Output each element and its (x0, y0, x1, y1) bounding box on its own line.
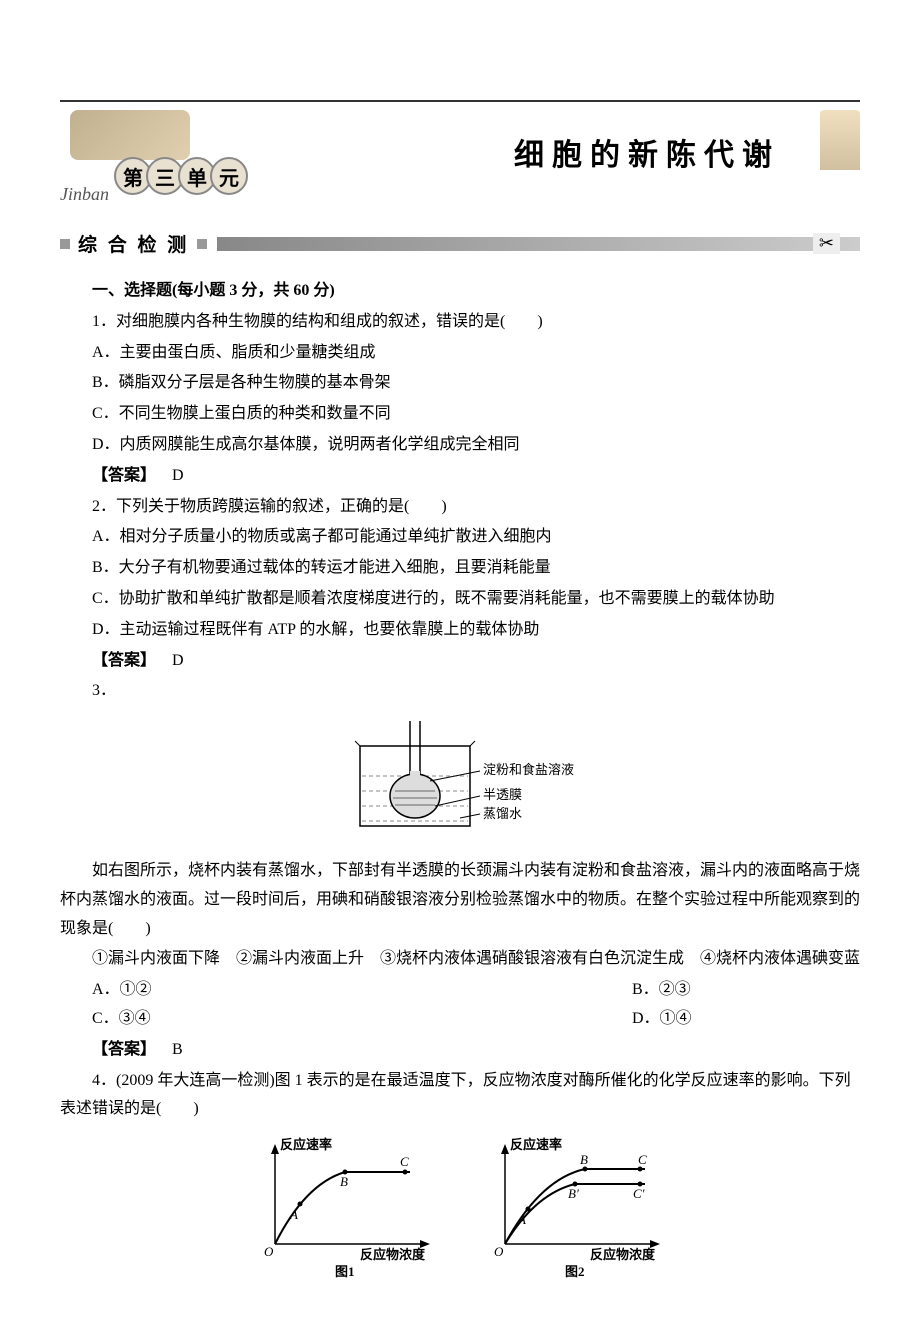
chart2-svg: A B C B′ C′ 反应速率 反应物浓度 O 图2 (480, 1134, 670, 1284)
q1-stem: 1．对细胞膜内各种生物膜的结构和组成的叙述，错误的是( ) (60, 308, 860, 337)
q3-optC: C．③④ (60, 1005, 320, 1034)
section1-title: 一、选择题(每小题 3 分，共 60 分) (60, 277, 860, 306)
svg-text:A: A (289, 1207, 298, 1222)
page-container: Jinban 第 三 单 元 细胞的新陈代谢 综 合 检 测 ✂ 一、选择题(每… (0, 0, 920, 1334)
unit-badge: Jinban 第 三 单 元 (70, 110, 270, 200)
q1-answer-val: D (172, 467, 184, 484)
q3-optB: B．②③ (320, 976, 860, 1005)
q2-answer: 【答案】 D (60, 647, 860, 676)
q3-diagram: 淀粉和食盐溶液 半透膜 蒸馏水 (60, 716, 860, 847)
pen-icon (820, 110, 860, 170)
header-rule (60, 100, 860, 102)
chart1-caption: 图1 (335, 1264, 355, 1279)
svg-text:C: C (638, 1152, 647, 1167)
chart1-xlabel: 反应物浓度 (360, 1247, 426, 1262)
q1-answer-label: 【答案】 (92, 467, 156, 484)
scissors-icon: ✂ (813, 233, 840, 254)
square-left-icon (60, 239, 70, 249)
beaker-svg: 淀粉和食盐溶液 半透膜 蒸馏水 (330, 716, 590, 836)
chart2-ylabel: 反应速率 (510, 1137, 562, 1152)
q3-choices: ①漏斗内液面下降 ②漏斗内液面上升 ③烧杯内液体遇硝酸银溶液有白色沉淀生成 ④烧… (60, 945, 860, 974)
unit-header: Jinban 第 三 单 元 细胞的新陈代谢 (60, 100, 860, 210)
section-bar: 综 合 检 测 ✂ (60, 230, 860, 257)
q3-answer-label: 【答案】 (92, 1041, 156, 1058)
q1-answer: 【答案】 D (60, 462, 860, 491)
q1-optA: A．主要由蛋白质、脂质和少量糖类组成 (60, 339, 860, 368)
q4-charts: A B C 反应速率 反应物浓度 O 图1 A B (60, 1134, 860, 1284)
q3-optD: D．①④ (320, 1005, 860, 1034)
chart2-origin: O (494, 1244, 504, 1259)
q2-optB: B．大分子有机物要通过载体的转运才能进入细胞，且要消耗能量 (60, 554, 860, 583)
q1-optC: C．不同生物膜上蛋白质的种类和数量不同 (60, 400, 860, 429)
q3-row2: C．③④ D．①④ (60, 1005, 860, 1034)
square-right-icon (197, 239, 207, 249)
svg-text:C′: C′ (633, 1186, 645, 1201)
badge-image (70, 110, 190, 160)
svg-text:B: B (340, 1174, 348, 1189)
q2-answer-val: D (172, 652, 184, 669)
chart1-ylabel: 反应速率 (280, 1137, 332, 1152)
q3-answer: 【答案】 B (60, 1036, 860, 1065)
svg-text:B′: B′ (568, 1186, 579, 1201)
q3-stem: 如右图所示，烧杯内装有蒸馏水，下部封有半透膜的长颈漏斗内装有淀粉和食盐溶液，漏斗… (60, 857, 860, 943)
q3-row1: A．①② B．②③ (60, 976, 860, 1005)
q2-stem: 2．下列关于物质跨膜运输的叙述，正确的是( ) (60, 493, 860, 522)
unit-circles: 第 三 单 元 (120, 157, 248, 195)
diagram-label-mid: 半透膜 (483, 787, 522, 802)
content-body: 一、选择题(每小题 3 分，共 60 分) 1．对细胞膜内各种生物膜的结构和组成… (60, 277, 860, 1284)
diagram-label-top: 淀粉和食盐溶液 (483, 762, 574, 777)
svg-text:B: B (580, 1152, 588, 1167)
svg-text:A: A (517, 1212, 526, 1227)
q3-answer-val: B (172, 1041, 183, 1058)
svg-text:C: C (400, 1154, 409, 1169)
chart2-xlabel: 反应物浓度 (590, 1247, 656, 1262)
section-label: 综 合 检 测 (70, 230, 197, 257)
q1-optD: D．内质网膜能生成高尔基体膜，说明两者化学组成完全相同 (60, 431, 860, 460)
q4-stem: 4．(2009 年大连高一检测)图 1 表示的是在最适温度下，反应物浓度对酶所催… (60, 1067, 860, 1125)
gradient-bar: ✂ (217, 237, 860, 251)
q1-optB: B．磷脂双分子层是各种生物膜的基本骨架 (60, 369, 860, 398)
chart2-caption: 图2 (565, 1264, 585, 1279)
diagram-label-bot: 蒸馏水 (483, 806, 522, 821)
chart1-origin: O (264, 1244, 274, 1259)
jinban-text: Jinban (60, 184, 109, 205)
q3-optA: A．①② (60, 976, 320, 1005)
q2-optA: A．相对分子质量小的物质或离子都可能通过单纯扩散进入细胞内 (60, 523, 860, 552)
q2-answer-label: 【答案】 (92, 652, 156, 669)
chart1-svg: A B C 反应速率 反应物浓度 O 图1 (250, 1134, 440, 1284)
unit-title: 细胞的新陈代谢 (514, 130, 780, 174)
unit-char-3: 元 (210, 157, 248, 195)
q2-optD: D．主动运输过程既伴有 ATP 的水解，也要依靠膜上的载体协助 (60, 616, 860, 645)
q2-optC: C．协助扩散和单纯扩散都是顺着浓度梯度进行的，既不需要消耗能量，也不需要膜上的载… (60, 585, 860, 614)
q3-num: 3． (60, 677, 860, 706)
